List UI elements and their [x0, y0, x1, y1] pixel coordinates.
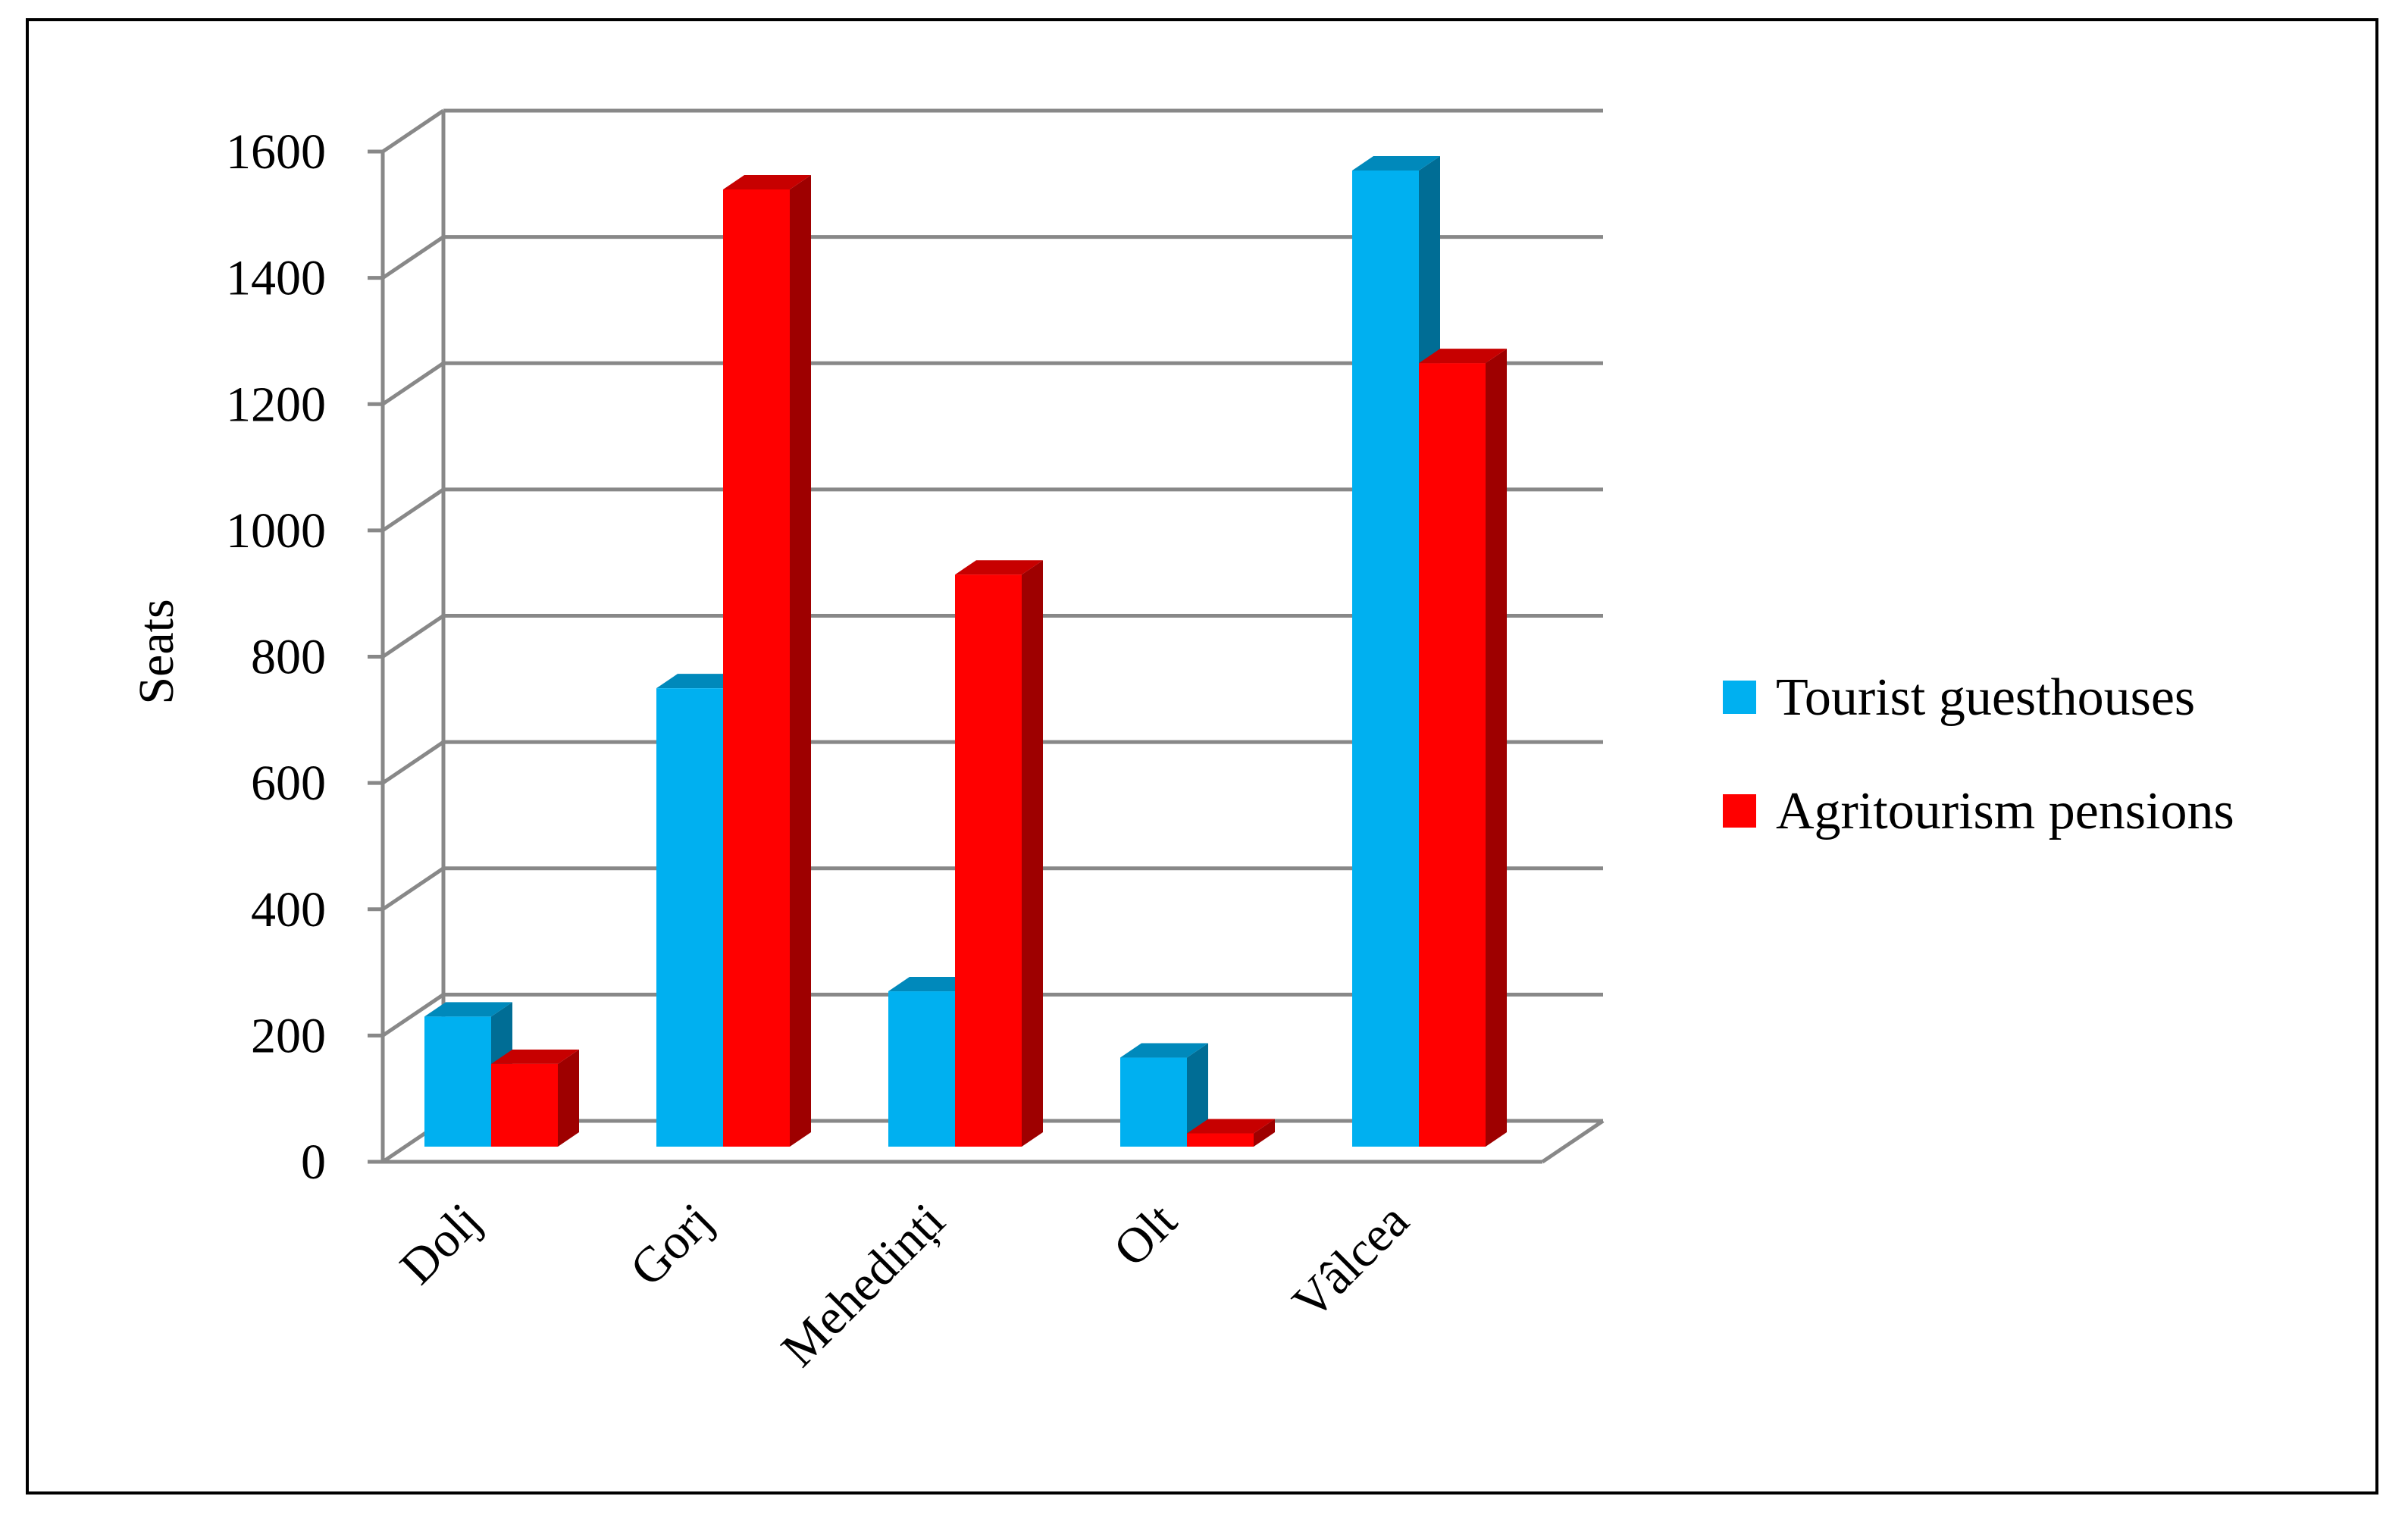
legend: Tourist guesthouses Agritourism pensions [1723, 668, 2234, 840]
gridline-diagonal [381, 740, 445, 785]
bar-agritourism-pensions-3 [1187, 1119, 1275, 1147]
y-tick-label: 1000 [226, 503, 326, 559]
legend-swatch-tourist-guesthouses [1723, 681, 1756, 714]
y-tick-label: 1400 [226, 251, 326, 306]
floor-right-edge [1541, 1119, 1605, 1164]
legend-swatch-agritourism-pensions [1723, 794, 1756, 828]
y-tick-label: 400 [251, 882, 326, 937]
x-tick-label: Gorj [619, 1193, 723, 1297]
gridline-diagonal [381, 993, 445, 1038]
bar-agritourism-pensions-4 [1419, 349, 1507, 1147]
bars [424, 155, 1507, 1147]
y-tick-label: 200 [251, 1008, 326, 1063]
chart-frame [26, 18, 2378, 1495]
gridline-diagonal [381, 487, 445, 532]
gridline-diagonal [381, 866, 445, 911]
gridline-diagonal [381, 614, 445, 659]
bar-agritourism-pensions-2 [955, 560, 1043, 1147]
legend-label-agritourism-pensions: Agritourism pensions [1776, 782, 2234, 840]
y-tick-label: 800 [251, 630, 326, 685]
x-tick-label: Mehedinți [771, 1193, 955, 1377]
y-tick-label: 1200 [226, 377, 326, 432]
bar-tourist-guesthouses-3 [1120, 1043, 1208, 1147]
x-tick-labels: Dolj Gorj Mehedinți Olt Vâlcea [390, 1193, 1420, 1377]
x-tick-label: Vâlcea [1282, 1193, 1419, 1330]
y-tick-label: 0 [301, 1135, 326, 1190]
gridline-diagonal [381, 108, 445, 154]
x-tick-label: Dolj [390, 1193, 492, 1295]
y-tick-labels: 0 200 400 600 800 1000 1200 1400 1600 [226, 124, 326, 1190]
gridline-diagonal [381, 235, 445, 280]
gridline-diagonal [381, 362, 445, 406]
y-tick-label: 600 [251, 756, 326, 811]
bar-agritourism-pensions-0 [491, 1049, 579, 1147]
legend-label-tourist-guesthouses: Tourist guesthouses [1776, 668, 2195, 727]
x-tick-label: Olt [1103, 1193, 1187, 1277]
bar-agritourism-pensions-1 [723, 174, 811, 1147]
y-axis-title: Seats [129, 599, 184, 704]
y-tick-label: 1600 [226, 124, 326, 180]
